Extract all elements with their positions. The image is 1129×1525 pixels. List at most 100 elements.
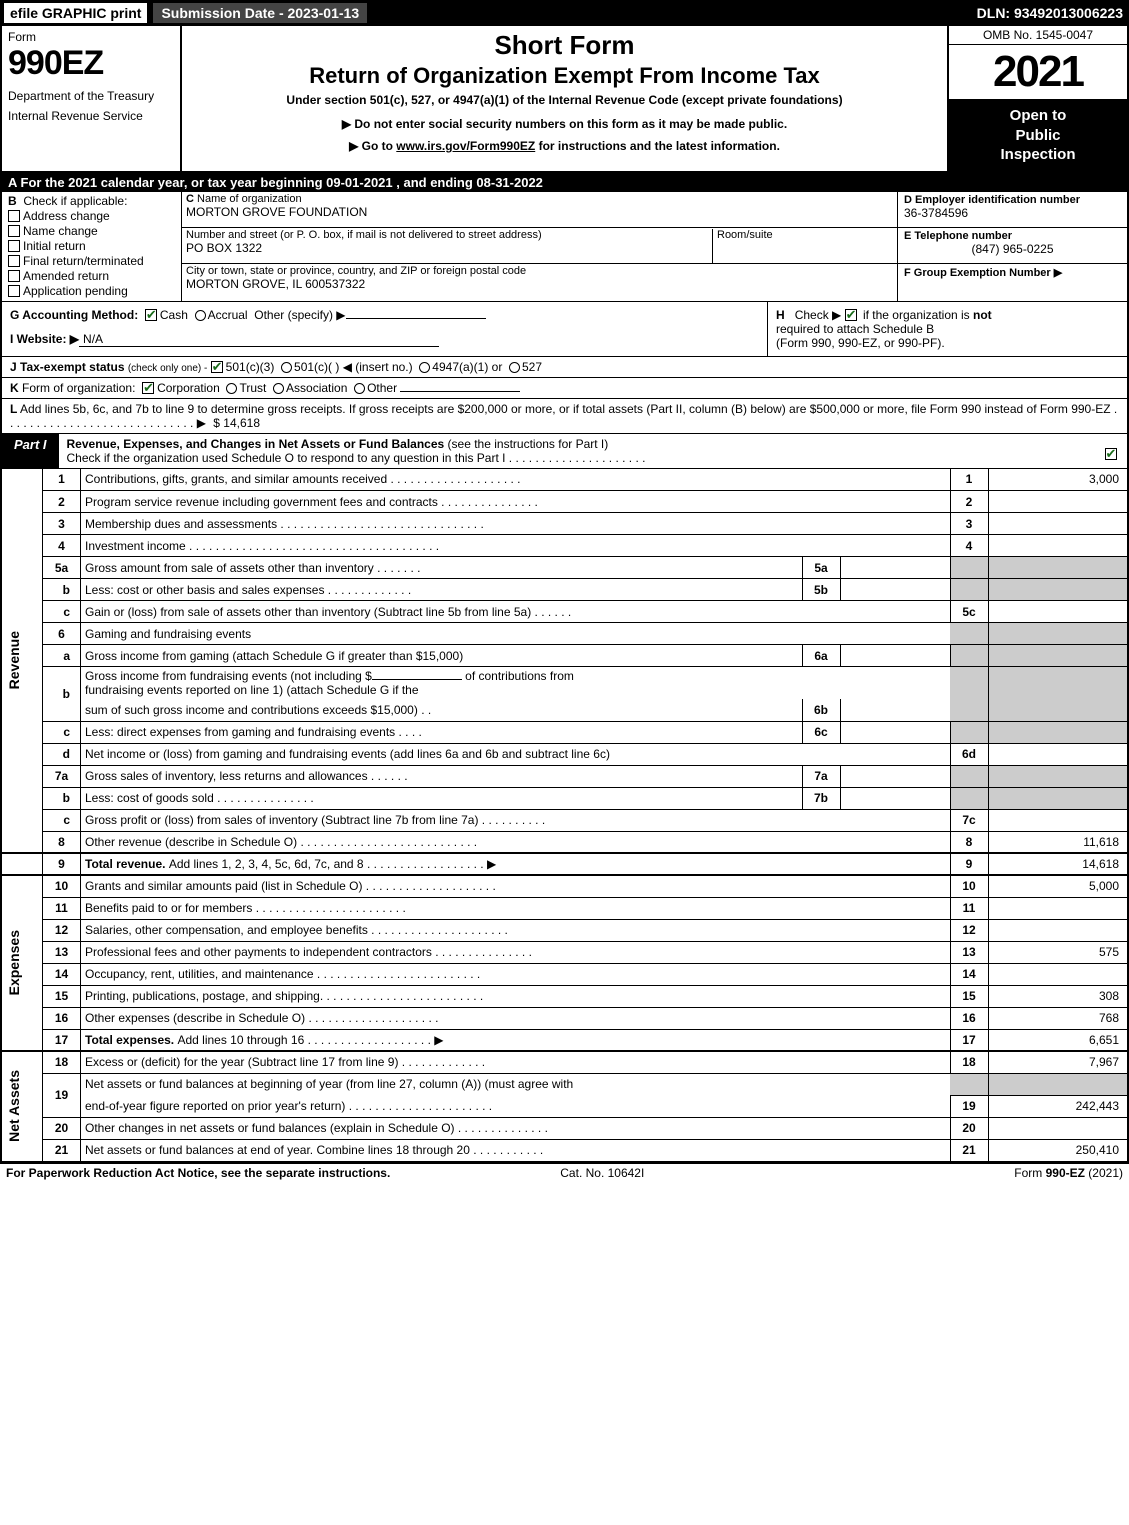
check-501c3[interactable] <box>211 361 223 373</box>
part-i-title: Revenue, Expenses, and Changes in Net As… <box>59 434 1097 468</box>
radio-other[interactable] <box>354 383 365 394</box>
goto-pre: ▶ Go to <box>349 139 396 153</box>
line-6-num: 6 <box>43 623 81 645</box>
form-header: Form 990EZ Department of the Treasury In… <box>0 26 1129 173</box>
i-label: I Website: ▶ <box>10 332 79 346</box>
line-18-amt: 7,967 <box>988 1051 1128 1073</box>
f-letter: F <box>904 267 911 279</box>
revenue-sidelabel: Revenue <box>6 631 22 689</box>
inspect-3: Inspection <box>1000 146 1075 163</box>
k-pre: Form of organization: <box>22 381 135 395</box>
phone-label: Telephone number <box>914 230 1012 242</box>
k-letter: K <box>10 381 19 395</box>
line-5a-subbox: 5a <box>802 557 840 579</box>
section-g: G Accounting Method: Cash Accrual Other … <box>2 302 767 356</box>
cash-label: Cash <box>160 308 188 322</box>
line-7a-greybox <box>950 765 988 787</box>
check-final-return[interactable]: Final return/terminated <box>8 254 175 268</box>
j-sub: (check only one) - <box>128 363 207 374</box>
l-text: Add lines 5b, 6c, and 7b to line 9 to de… <box>10 402 1117 430</box>
other-specify-input[interactable] <box>346 318 486 319</box>
header-left: Form 990EZ Department of the Treasury In… <box>2 26 182 171</box>
line-12-num: 12 <box>43 919 81 941</box>
line-15-box: 15 <box>950 985 988 1007</box>
line-20-num: 20 <box>43 1117 81 1139</box>
block-bcd: B Check if applicable: Address change Na… <box>0 192 1129 302</box>
line-7b-subbox: 7b <box>802 787 840 809</box>
line-14-num: 14 <box>43 963 81 985</box>
header-center: Short Form Return of Organization Exempt… <box>182 26 947 171</box>
line-9-box: 9 <box>950 853 988 875</box>
radio-501c[interactable] <box>281 362 292 373</box>
527-label: 527 <box>522 360 542 374</box>
h-check-label: Check ▶ <box>795 308 842 322</box>
check-schedule-o-part-i[interactable] <box>1105 448 1117 460</box>
submission-date: Submission Date - 2023-01-13 <box>153 3 367 23</box>
group-label: Group Exemption Number ▶ <box>914 267 1062 279</box>
line-7c-amt <box>988 809 1128 831</box>
trust-label: Trust <box>239 381 266 395</box>
line-7b-desc: Less: cost of goods sold . . . . . . . .… <box>81 787 803 809</box>
line-6-greyamt <box>988 623 1128 645</box>
line-12-amt <box>988 919 1128 941</box>
b-letter: B <box>8 194 17 208</box>
under-section: Under section 501(c), 527, or 4947(a)(1)… <box>190 93 939 107</box>
line-5a-greyamt <box>988 557 1128 579</box>
line-11-amt <box>988 897 1128 919</box>
radio-4947[interactable] <box>419 362 430 373</box>
line-5a-num: 5a <box>43 557 81 579</box>
footer-left: For Paperwork Reduction Act Notice, see … <box>6 1166 390 1180</box>
check-initial-return[interactable]: Initial return <box>8 239 175 253</box>
irs-label: Internal Revenue Service <box>8 109 174 123</box>
line-16-box: 16 <box>950 1007 988 1029</box>
check-cash[interactable] <box>145 309 157 321</box>
radio-association[interactable] <box>273 383 284 394</box>
line-12-desc: Salaries, other compensation, and employ… <box>81 919 951 941</box>
line-11-box: 11 <box>950 897 988 919</box>
line-16-amt: 768 <box>988 1007 1128 1029</box>
line-5b-num: b <box>43 579 81 601</box>
city-value: MORTON GROVE, IL 600537322 <box>186 277 365 291</box>
line-17-amt: 6,651 <box>988 1029 1128 1051</box>
other-org-input[interactable] <box>400 391 520 392</box>
radio-accrual[interactable] <box>195 310 206 321</box>
check-application-pending[interactable]: Application pending <box>8 284 175 298</box>
line-6a-greybox <box>950 645 988 667</box>
line-6a-num: a <box>43 645 81 667</box>
row-gh: G Accounting Method: Cash Accrual Other … <box>0 302 1129 357</box>
l-letter: L <box>10 402 17 416</box>
line-7b-num: b <box>43 787 81 809</box>
line-3-num: 3 <box>43 513 81 535</box>
line-7b-greybox <box>950 787 988 809</box>
check-amended-return[interactable]: Amended return <box>8 269 175 283</box>
line-5a-subval <box>840 557 950 579</box>
line-9-desc: Total revenue. Add lines 1, 2, 3, 4, 5c,… <box>81 853 951 875</box>
line-10-amt: 5,000 <box>988 875 1128 897</box>
line-5c-num: c <box>43 601 81 623</box>
line-6c-subbox: 6c <box>802 721 840 743</box>
line-5b-desc: Less: cost or other basis and sales expe… <box>81 579 803 601</box>
line-12-box: 12 <box>950 919 988 941</box>
line-14-box: 14 <box>950 963 988 985</box>
line-6a-subbox: 6a <box>802 645 840 667</box>
goto-link[interactable]: www.irs.gov/Form990EZ <box>396 139 535 153</box>
line-20-desc: Other changes in net assets or fund bala… <box>81 1117 951 1139</box>
line-19-amt: 242,443 <box>988 1095 1128 1117</box>
check-name-change[interactable]: Name change <box>8 224 175 238</box>
corp-label: Corporation <box>157 381 220 395</box>
radio-trust[interactable] <box>226 383 237 394</box>
line-15-amt: 308 <box>988 985 1128 1007</box>
check-address-change[interactable]: Address change <box>8 209 175 223</box>
line-3-box: 3 <box>950 513 988 535</box>
check-corporation[interactable] <box>142 382 154 394</box>
line-8-box: 8 <box>950 831 988 853</box>
line-5b-subbox: 5b <box>802 579 840 601</box>
line-6b-num: b <box>43 667 81 722</box>
line-5b-greybox <box>950 579 988 601</box>
netassets-sidelabel: Net Assets <box>6 1070 22 1142</box>
radio-527[interactable] <box>509 362 520 373</box>
line-6-desc: Gaming and fundraising events <box>81 623 951 645</box>
check-not-required-schedule-b[interactable] <box>845 309 857 321</box>
line-19-box: 19 <box>950 1095 988 1117</box>
fundraising-amount-input[interactable] <box>372 679 462 680</box>
